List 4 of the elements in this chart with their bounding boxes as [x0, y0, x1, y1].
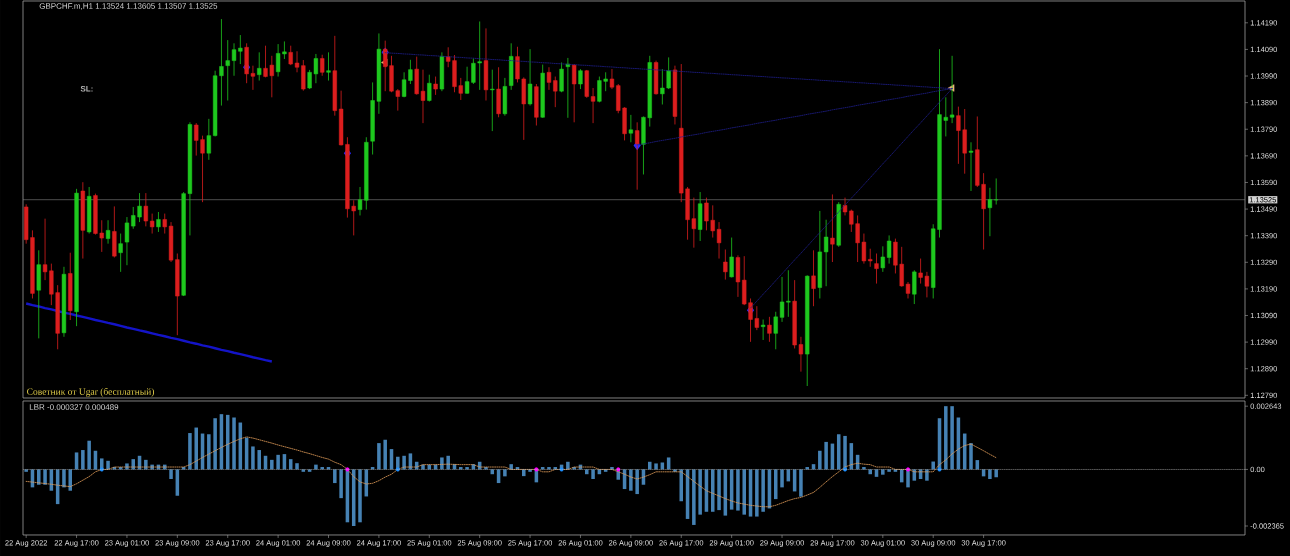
chart-title: LBR -0.000327 0.000489 — [29, 404, 119, 410]
chart-title: GBPCHF.m,H1 1.13524 1.13605 1.13507 1.13525 — [39, 3, 218, 10]
annotation: SL: — [80, 85, 93, 92]
annotation: Советник от Ugar (бесплатный) — [27, 387, 154, 397]
